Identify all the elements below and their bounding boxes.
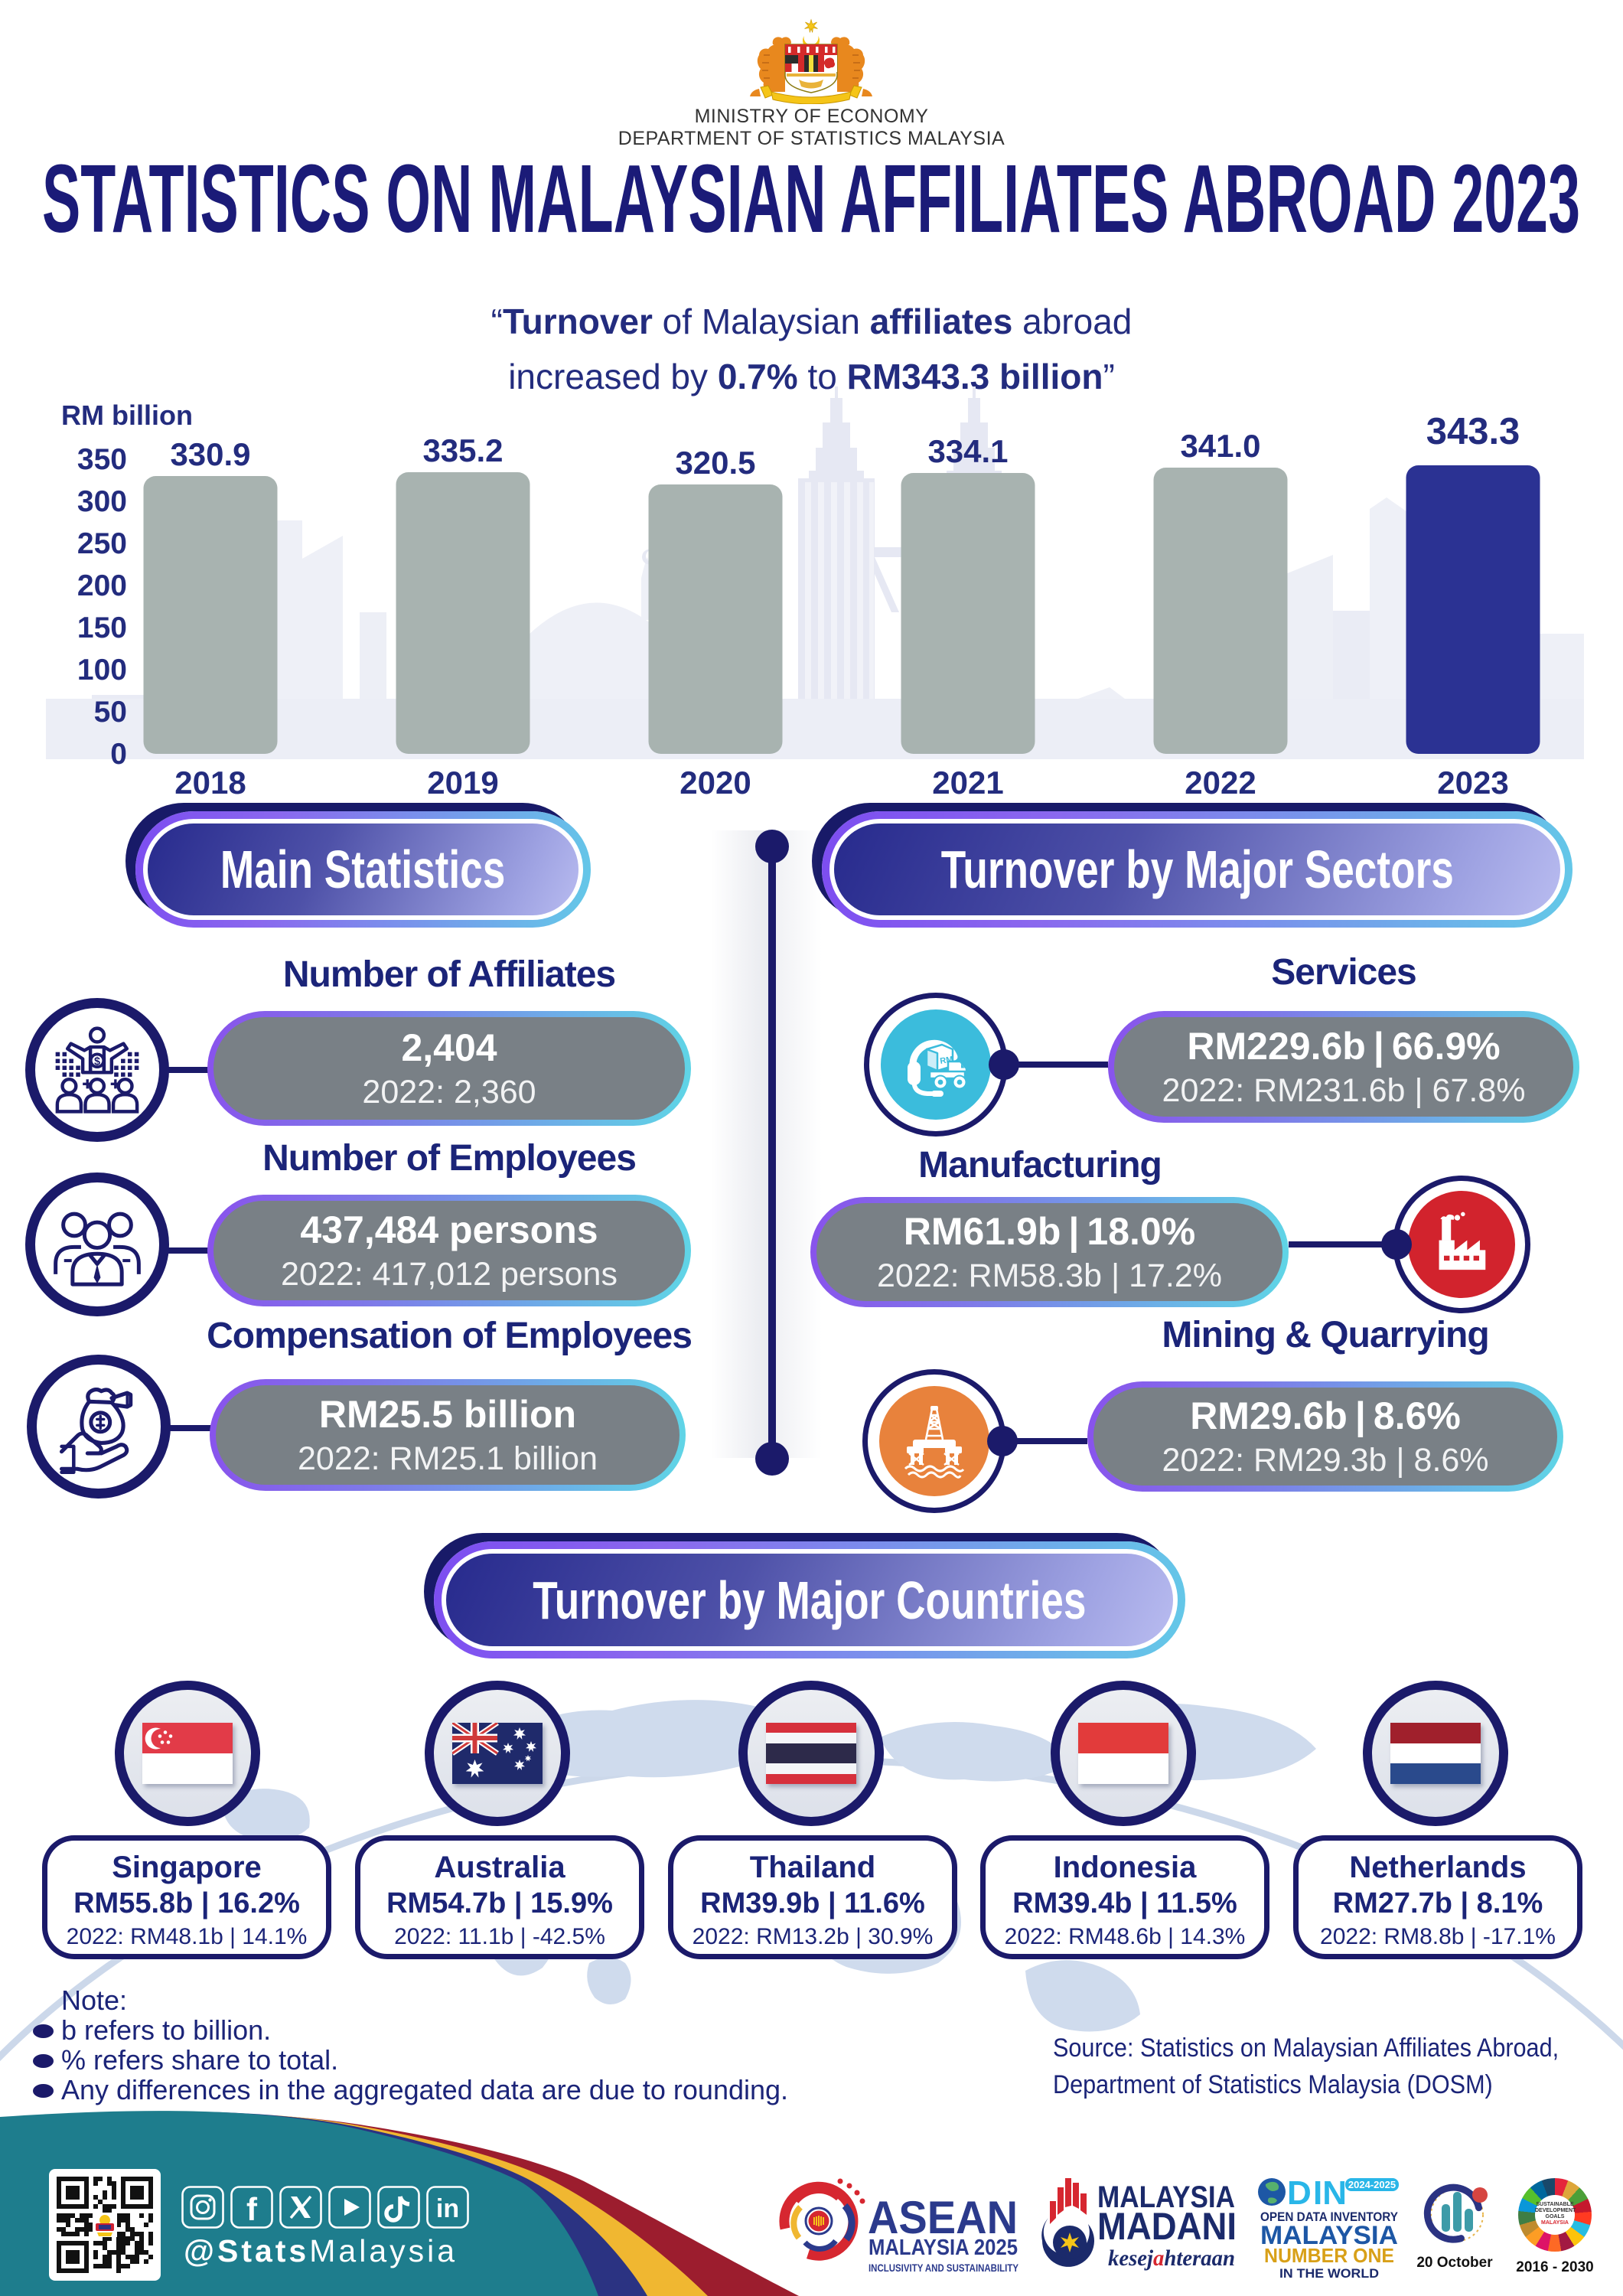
svg-text:330.9: 330.9 <box>170 436 250 472</box>
svg-text:2023: 2023 <box>1437 765 1508 801</box>
svg-text:2022: 2022 <box>1185 765 1256 801</box>
svg-text:MALAYSIA 2025: MALAYSIA 2025 <box>869 2236 1018 2260</box>
svg-text:2021: 2021 <box>932 765 1003 801</box>
svg-text:2019: 2019 <box>427 765 498 801</box>
svg-text:MADANI: MADANI <box>1097 2205 1237 2248</box>
svg-text:350: 350 <box>77 443 127 476</box>
svg-text:IN THE WORLD: IN THE WORLD <box>1279 2266 1379 2281</box>
svg-text:250: 250 <box>77 527 127 560</box>
svg-text:334.1: 334.1 <box>927 433 1008 469</box>
svg-text:STATISTICS ON MALAYSIAN AFFILI: STATISTICS ON MALAYSIAN AFFILIATES ABROA… <box>42 150 1580 246</box>
svg-text:in: in <box>436 2194 459 2223</box>
svg-text:50: 50 <box>94 696 127 729</box>
svg-text:f: f <box>246 2191 258 2227</box>
svg-text:320.5: 320.5 <box>675 445 755 481</box>
svg-text:0: 0 <box>110 738 127 771</box>
svg-text:IN: IN <box>1313 2174 1347 2212</box>
svg-text:2024-2025: 2024-2025 <box>1348 2179 1396 2190</box>
svg-text:kesejahteraan: kesejahteraan <box>1108 2245 1235 2271</box>
svg-text:OPEN DATA INVENTORY: OPEN DATA INVENTORY <box>1260 2210 1399 2224</box>
svg-text:335.2: 335.2 <box>422 432 503 468</box>
svg-text:NUMBER ONE: NUMBER ONE <box>1264 2244 1394 2267</box>
svg-text:MALAYSIA: MALAYSIA <box>1097 2180 1235 2214</box>
svg-text:100: 100 <box>77 654 127 687</box>
svg-text:341.0: 341.0 <box>1180 428 1260 464</box>
svg-text:2018: 2018 <box>174 765 246 801</box>
svg-text:INCLUSIVITY AND SUSTAINABILITY: INCLUSIVITY AND SUSTAINABILITY <box>869 2262 1018 2274</box>
svg-text:343.3: 343.3 <box>1426 411 1520 452</box>
svg-text:RM billion: RM billion <box>61 400 193 431</box>
svg-text:2020: 2020 <box>680 765 751 801</box>
svg-text:MALAYSIA: MALAYSIA <box>1260 2221 1398 2250</box>
svg-text:ASEAN: ASEAN <box>868 2192 1018 2243</box>
svg-text:200: 200 <box>77 569 127 602</box>
svg-text:D: D <box>1287 2174 1312 2212</box>
svg-text:150: 150 <box>77 612 127 644</box>
svg-text:$: $ <box>94 1055 100 1068</box>
svg-text:20 October: 20 October <box>1416 2255 1493 2271</box>
svg-text:300: 300 <box>77 485 127 518</box>
